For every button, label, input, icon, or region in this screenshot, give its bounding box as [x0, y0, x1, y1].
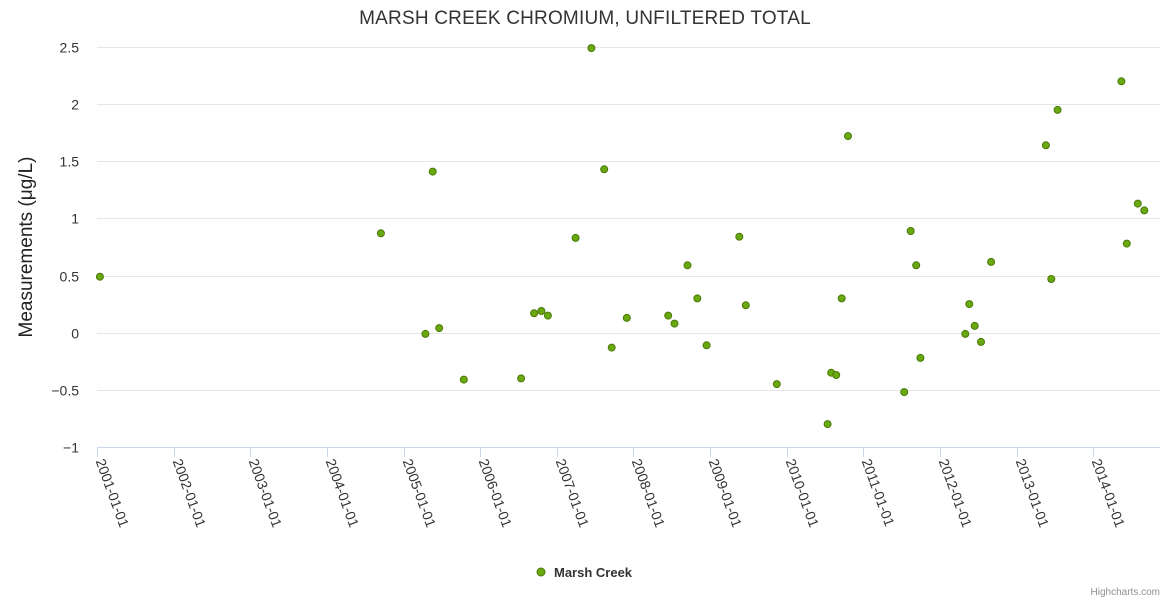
x-tick-label: 2007-01-01: [553, 457, 593, 530]
data-point[interactable]: [517, 374, 526, 383]
x-tick-label: 2003-01-01: [246, 457, 286, 530]
x-tick-label: 2010-01-01: [783, 457, 823, 530]
data-point[interactable]: [693, 294, 702, 303]
data-point[interactable]: [823, 420, 832, 429]
data-point[interactable]: [664, 311, 673, 320]
x-tick-label: 2006-01-01: [476, 457, 516, 530]
data-point[interactable]: [670, 319, 679, 328]
data-point[interactable]: [906, 227, 915, 235]
data-point[interactable]: [428, 167, 437, 176]
data-point[interactable]: [607, 343, 616, 352]
data-point[interactable]: [741, 301, 750, 310]
data-point[interactable]: [912, 261, 921, 270]
credits-link[interactable]: Highcharts.com: [1091, 587, 1160, 598]
data-point[interactable]: [530, 309, 539, 318]
data-point[interactable]: [702, 341, 711, 350]
legend-label[interactable]: Marsh Creek: [554, 565, 633, 580]
legend[interactable]: Marsh Creek: [536, 565, 633, 580]
data-point[interactable]: [900, 388, 909, 397]
data-point[interactable]: [832, 371, 841, 379]
data-point[interactable]: [459, 375, 468, 384]
chart-title: MARSH CREEK CHROMIUM, UNFILTERED TOTAL: [359, 8, 811, 29]
data-point[interactable]: [571, 233, 580, 242]
y-tick-label: −0.5: [51, 383, 79, 399]
y-tick-label: 1.5: [60, 154, 80, 170]
data-point[interactable]: [1133, 199, 1142, 208]
y-tick-label: −1: [63, 440, 79, 456]
y-tick-label: 2.5: [60, 40, 80, 56]
data-point[interactable]: [844, 132, 852, 141]
x-tick-label: 2005-01-01: [400, 457, 440, 530]
series-marsh-creek[interactable]: [95, 44, 1149, 429]
x-tick-label: 2001-01-01: [93, 457, 133, 530]
data-point[interactable]: [735, 232, 744, 241]
x-tick-label: 2011-01-01: [859, 457, 898, 529]
data-point[interactable]: [1047, 275, 1056, 283]
data-point[interactable]: [965, 300, 974, 309]
y-tick-label: 0: [71, 326, 79, 342]
gridlines: [97, 47, 1160, 391]
x-tick-label: 2002-01-01: [170, 457, 210, 530]
y-axis-ticks: 2.5 2 1.5 1 0.5 0 −1 −0.5: [51, 40, 79, 456]
x-tick-label: 2004-01-01: [323, 457, 363, 530]
data-point[interactable]: [977, 337, 985, 346]
x-tick-label: 2008-01-01: [629, 457, 669, 530]
data-point[interactable]: [1122, 239, 1131, 248]
data-point[interactable]: [772, 380, 781, 389]
data-point[interactable]: [970, 321, 979, 330]
data-point[interactable]: [435, 324, 444, 333]
data-point[interactable]: [837, 294, 846, 303]
data-point[interactable]: [587, 44, 596, 53]
data-point[interactable]: [622, 313, 631, 322]
data-point[interactable]: [1140, 206, 1149, 215]
data-point[interactable]: [1053, 105, 1062, 114]
y-axis-label: Measurements (μg/L): [16, 157, 37, 338]
data-point[interactable]: [95, 272, 104, 281]
x-tick-label: 2012-01-01: [936, 457, 976, 530]
x-tick-label: 2013-01-01: [1013, 457, 1053, 530]
data-point[interactable]: [961, 329, 970, 338]
y-tick-label: 0.5: [60, 269, 80, 285]
data-point[interactable]: [543, 311, 552, 320]
data-point[interactable]: [987, 257, 996, 266]
data-point[interactable]: [600, 165, 609, 174]
legend-marker[interactable]: [536, 567, 546, 577]
y-tick-label: 2: [71, 97, 79, 113]
x-axis-ticks: 2001-01-01 2002-01-01 2003-01-01 2004-01-01…: [93, 447, 1129, 530]
data-point[interactable]: [421, 329, 430, 338]
data-point[interactable]: [1041, 141, 1050, 150]
y-tick-label: 1: [71, 211, 79, 227]
data-point[interactable]: [376, 229, 385, 238]
x-tick-label: 2014-01-01: [1089, 457, 1129, 530]
data-point[interactable]: [537, 307, 546, 315]
data-point[interactable]: [916, 353, 925, 362]
data-point[interactable]: [683, 261, 692, 270]
data-point[interactable]: [1117, 77, 1126, 86]
x-tick-label: 2009-01-01: [706, 457, 746, 530]
